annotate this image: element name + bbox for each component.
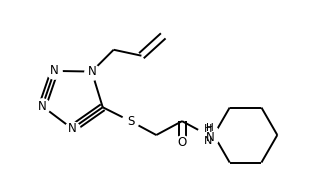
Text: N: N — [68, 122, 77, 135]
Text: N: N — [50, 64, 59, 77]
Text: S: S — [127, 115, 134, 128]
Text: H
N: H N — [204, 124, 212, 146]
Text: O: O — [177, 136, 187, 149]
Text: N: N — [205, 130, 214, 144]
Text: N: N — [87, 65, 96, 78]
Text: N: N — [38, 100, 47, 113]
Text: H: H — [206, 123, 214, 133]
